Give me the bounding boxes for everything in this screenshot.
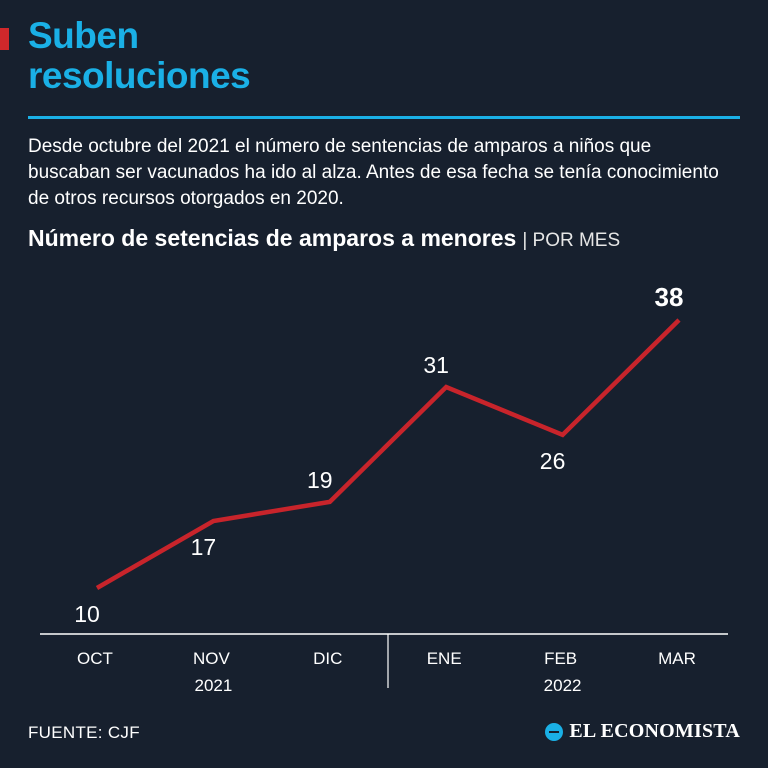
x-tick-label: FEB (544, 649, 577, 668)
data-label: 31 (423, 352, 449, 378)
year-label: 2022 (544, 676, 582, 695)
data-label: 38 (655, 282, 684, 312)
year-label: 2021 (194, 676, 232, 695)
brand-name: EL ECONOMISTA (569, 720, 740, 742)
data-label: 19 (307, 467, 333, 493)
x-tick-label: MAR (658, 649, 696, 668)
series-line (95, 318, 681, 590)
title-divider (28, 116, 740, 119)
page-title: Suben resoluciones (28, 15, 251, 96)
data-label: 17 (191, 534, 217, 560)
x-tick-label: ENE (427, 649, 462, 668)
brand-logo: EL ECONOMISTA (545, 720, 740, 743)
description-text: Desde octubre del 2021 el número de sent… (28, 136, 719, 209)
title-accent-bar (0, 28, 9, 50)
chart-title: Número de setencias de amparos a menores (28, 225, 517, 251)
x-tick-label: DIC (313, 649, 342, 668)
title-line-1: Suben (28, 15, 139, 56)
x-tick-label: NOV (193, 649, 231, 668)
data-label: 10 (74, 601, 100, 627)
source-note: FUENTE: CJF (28, 723, 140, 742)
brand-mark-icon (545, 722, 564, 741)
x-tick-label: OCT (77, 649, 113, 668)
chart-heading: Número de setencias de amparos a menores… (28, 225, 620, 252)
data-label: 26 (540, 448, 566, 474)
chart-subtitle: | POR MES (522, 230, 621, 251)
title-line-2: resoluciones (28, 55, 251, 96)
